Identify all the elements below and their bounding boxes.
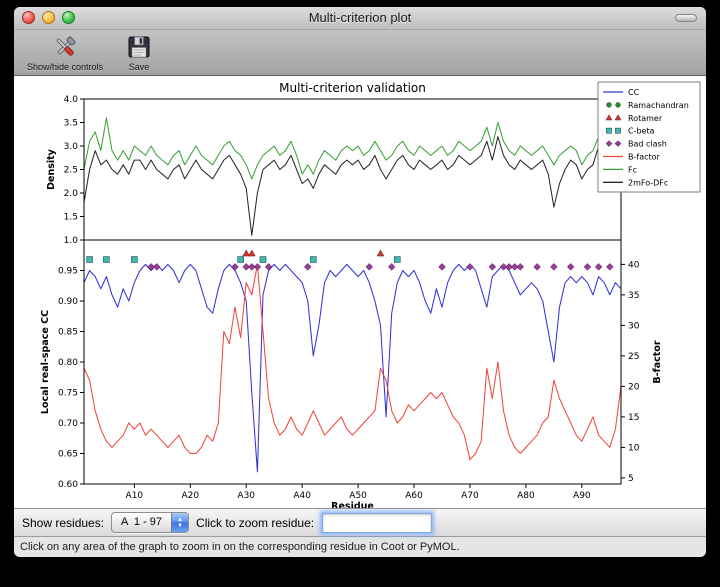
svg-text:Rotamer: Rotamer	[628, 114, 663, 123]
svg-text:3.5: 3.5	[64, 119, 78, 129]
svg-text:0.60: 0.60	[58, 480, 78, 490]
show-hide-controls-label: Show/hide controls	[27, 62, 104, 72]
show-residues-label: Show residues:	[22, 515, 105, 530]
svg-text:1.5: 1.5	[64, 213, 78, 223]
show-hide-controls-button[interactable]: Show/hide controls	[24, 33, 106, 72]
app-window: Multi-criterion plot	[14, 7, 706, 557]
svg-text:CC: CC	[628, 88, 640, 97]
zoom-residue-input[interactable]	[322, 512, 433, 533]
svg-text:A20: A20	[181, 491, 199, 501]
save-floppy-icon	[125, 33, 153, 61]
titlebar[interactable]: Multi-criterion plot	[14, 7, 706, 30]
svg-text:1.0: 1.0	[64, 236, 79, 246]
svg-text:2.5: 2.5	[64, 166, 78, 176]
svg-text:A70: A70	[461, 491, 479, 501]
plot-canvas[interactable]: Multi-criterion validation 1.0 1.5 2.0 2.5 3.…	[14, 76, 706, 508]
minimize-button[interactable]	[42, 11, 55, 24]
svg-text:A40: A40	[293, 491, 311, 501]
zoom-residue-label: Click to zoom residue:	[196, 515, 315, 530]
svg-text:Bad clash: Bad clash	[628, 140, 667, 149]
svg-text:Local real-space CC: Local real-space CC	[40, 310, 51, 414]
status-text: Click on any area of the graph to zoom i…	[20, 541, 460, 553]
svg-text:10: 10	[628, 443, 640, 453]
controls-bar: Show residues: A 1 - 97 ▲ ▼ Click to zoom…	[14, 508, 706, 536]
window-title: Multi-criterion plot	[308, 10, 412, 25]
svg-text:A80: A80	[517, 491, 535, 501]
save-button[interactable]: Save	[122, 33, 156, 72]
residue-range-select[interactable]: A 1 - 97 ▲ ▼	[111, 512, 190, 533]
svg-text:Multi-criterion validation: Multi-criterion validation	[279, 81, 426, 95]
svg-text:30: 30	[628, 321, 640, 331]
crossed-tools-icon	[51, 33, 79, 61]
svg-text:0.90: 0.90	[58, 297, 78, 307]
svg-text:0.65: 0.65	[58, 450, 78, 460]
toolbar: Show/hide controls Save	[14, 30, 706, 76]
svg-text:B-factor: B-factor	[652, 340, 663, 383]
save-label: Save	[128, 62, 150, 72]
svg-text:0.80: 0.80	[58, 358, 78, 368]
svg-text:A10: A10	[126, 491, 144, 501]
svg-text:15: 15	[628, 413, 639, 423]
residue-range-value: A 1 - 97	[121, 516, 163, 528]
svg-text:A30: A30	[237, 491, 255, 501]
svg-text:0.75: 0.75	[58, 389, 78, 399]
svg-text:A60: A60	[405, 491, 423, 501]
svg-text:3.0: 3.0	[64, 142, 79, 152]
zoom-window-button[interactable]	[62, 11, 75, 24]
svg-text:B-factor: B-factor	[628, 153, 661, 162]
toolbar-toggle-button[interactable]	[675, 14, 697, 22]
status-bar: Click on any area of the graph to zoom i…	[14, 536, 706, 557]
svg-text:25: 25	[628, 352, 639, 362]
close-button[interactable]	[22, 11, 35, 24]
svg-text:0.70: 0.70	[58, 419, 78, 429]
svg-text:35: 35	[628, 291, 639, 301]
svg-text:Ramachandran: Ramachandran	[628, 101, 689, 110]
svg-text:5: 5	[628, 474, 634, 484]
svg-text:Density: Density	[46, 148, 57, 190]
svg-text:40: 40	[628, 260, 640, 270]
svg-text:2.0: 2.0	[64, 189, 79, 199]
multi-criterion-figure[interactable]: Multi-criterion validation 1.0 1.5 2.0 2.5 3.…	[14, 76, 706, 508]
svg-text:Residue: Residue	[331, 501, 374, 508]
svg-text:2mFo-DFc: 2mFo-DFc	[628, 178, 668, 187]
svg-text:A90: A90	[573, 491, 591, 501]
svg-text:4.0: 4.0	[64, 95, 79, 105]
svg-text:A50: A50	[349, 491, 367, 501]
svg-text:0.95: 0.95	[58, 267, 78, 277]
traffic-lights	[22, 11, 75, 24]
svg-text:C-beta: C-beta	[628, 127, 655, 136]
svg-text:20: 20	[628, 382, 640, 392]
svg-text:0.85: 0.85	[58, 328, 78, 338]
stepper-arrows-icon[interactable]: ▲ ▼	[171, 513, 189, 532]
svg-text:Fc: Fc	[628, 165, 637, 174]
